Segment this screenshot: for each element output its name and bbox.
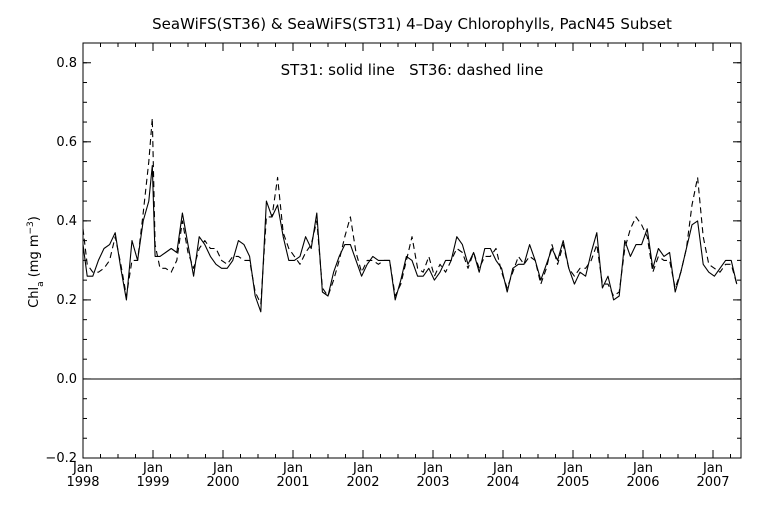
y-tick-label: 0.2 (56, 293, 77, 308)
y-tick-label: 0.4 (56, 214, 77, 229)
x-tick-month: Jan (282, 461, 303, 476)
y-axis-label: Chla (mg m−3) (26, 216, 46, 308)
x-tick-month: Jan (72, 461, 93, 476)
y-tick-label: −0.2 (45, 451, 77, 466)
x-tick-year: 2007 (696, 475, 729, 490)
y-tick-label: 0.0 (56, 372, 77, 387)
x-tick-year: 2002 (346, 475, 379, 490)
x-tick-year: 2003 (416, 475, 449, 490)
x-tick-year: 2006 (626, 475, 659, 490)
x-tick-year: 2004 (486, 475, 519, 490)
x-tick-month: Jan (632, 461, 653, 476)
x-tick-month: Jan (422, 461, 443, 476)
series-line-solid (82, 164, 738, 313)
x-tick-year: 2005 (556, 475, 589, 490)
x-tick-month: Jan (352, 461, 373, 476)
x-tick-month: Jan (702, 461, 723, 476)
chart-marks: −0.20.00.20.40.60.8Jan1998Jan1999Jan2000… (45, 42, 741, 490)
y-tick-label: 0.8 (56, 56, 77, 71)
x-tick-month: Jan (562, 461, 583, 476)
plot-frame (82, 42, 742, 459)
series-line-dashed (82, 117, 738, 305)
chart-annotation: ST31: solid line ST36: dashed line (281, 61, 544, 79)
x-tick-month: Jan (212, 461, 233, 476)
x-tick-month: Jan (142, 461, 163, 476)
x-tick-year: 2000 (206, 475, 239, 490)
x-tick-year: 1998 (66, 475, 99, 490)
chart-title: SeaWiFS(ST36) & SeaWiFS(ST31) 4–Day Chlo… (152, 15, 672, 33)
y-tick-label: 0.6 (56, 135, 77, 150)
x-tick-month: Jan (492, 461, 513, 476)
x-tick-year: 1999 (136, 475, 169, 490)
x-tick-year: 2001 (276, 475, 309, 490)
